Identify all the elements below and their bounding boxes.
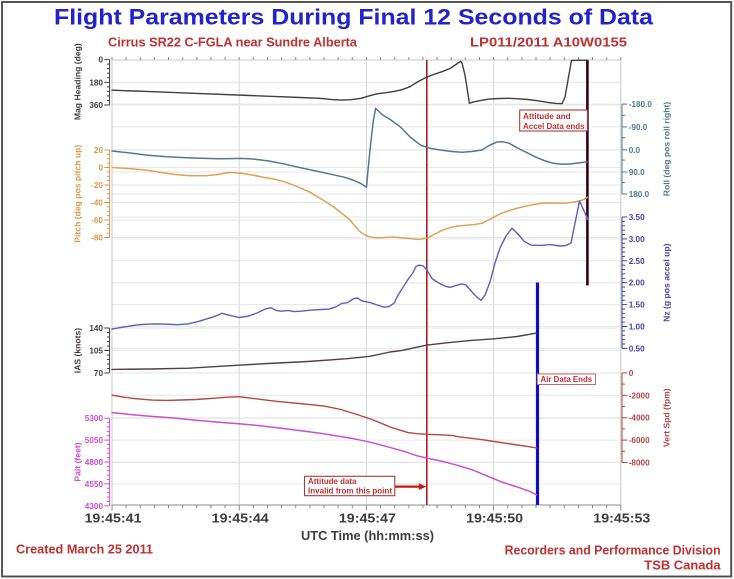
svg-text:Flight Parameters During Final: Flight Parameters During Final 12 Second… — [54, 5, 654, 30]
svg-text:90.0: 90.0 — [629, 168, 645, 177]
svg-text:Cirrus SR22 C-FGLA near Sundre: Cirrus SR22 C-FGLA near Sundre Alberta — [108, 35, 358, 50]
svg-text:-8000: -8000 — [629, 459, 650, 468]
svg-text:-90.0: -90.0 — [629, 123, 648, 132]
svg-text:1.50: 1.50 — [629, 301, 645, 310]
svg-text:19:45:53: 19:45:53 — [593, 510, 650, 525]
svg-text:Recorders and Performance Divi: Recorders and Performance Division — [505, 543, 721, 558]
svg-text:2.50: 2.50 — [629, 257, 645, 266]
svg-text:180: 180 — [89, 78, 103, 87]
svg-text:UTC Time (hh:mm:ss): UTC Time (hh:mm:ss) — [301, 528, 434, 543]
svg-text:Attitude data: Attitude data — [308, 477, 357, 486]
svg-text:-4000: -4000 — [629, 414, 650, 423]
svg-text:5050: 5050 — [85, 436, 104, 445]
svg-text:105: 105 — [89, 347, 103, 356]
svg-text:-180.0: -180.0 — [629, 100, 653, 109]
svg-text:Attitude and: Attitude and — [523, 112, 571, 121]
svg-text:-6000: -6000 — [629, 436, 650, 445]
svg-text:4300: 4300 — [85, 502, 104, 511]
svg-text:Pitch (deg pos pitch up): Pitch (deg pos pitch up) — [73, 145, 83, 243]
svg-text:70: 70 — [94, 369, 104, 378]
svg-text:2.00: 2.00 — [629, 279, 645, 288]
svg-text:0.0: 0.0 — [629, 146, 641, 155]
svg-text:Palt (feet): Palt (feet) — [73, 442, 83, 481]
svg-text:Air Data Ends: Air Data Ends — [541, 375, 593, 384]
svg-text:19:45:44: 19:45:44 — [212, 510, 270, 525]
svg-text:IAS (knots): IAS (knots) — [73, 328, 83, 373]
svg-text:20: 20 — [94, 146, 104, 155]
svg-text:0: 0 — [98, 56, 103, 65]
svg-text:TSB Canada: TSB Canada — [644, 558, 721, 573]
svg-text:Created March 25 2011: Created March 25 2011 — [16, 542, 153, 557]
svg-text:5300: 5300 — [85, 414, 104, 423]
svg-text:-60: -60 — [91, 216, 103, 225]
svg-text:-2000: -2000 — [629, 391, 650, 400]
svg-text:Accel Data ends: Accel Data ends — [523, 122, 585, 131]
svg-text:Roll (deg pos roll right): Roll (deg pos roll right) — [662, 102, 672, 197]
svg-text:19:45:50: 19:45:50 — [466, 510, 523, 525]
svg-text:3.00: 3.00 — [629, 235, 645, 244]
svg-text:Invalid from this point: Invalid from this point — [308, 487, 392, 496]
svg-text:0: 0 — [629, 369, 634, 378]
svg-text:LP011/2011 A10W0155: LP011/2011 A10W0155 — [470, 35, 627, 50]
svg-text:4550: 4550 — [85, 480, 104, 489]
svg-text:0.50: 0.50 — [629, 344, 645, 353]
svg-text:Vert Spd (fpm): Vert Spd (fpm) — [662, 388, 672, 447]
svg-text:180.0: 180.0 — [629, 190, 650, 199]
svg-text:1.00: 1.00 — [629, 323, 645, 332]
svg-text:19:45:47: 19:45:47 — [339, 510, 396, 525]
svg-text:3.50: 3.50 — [629, 213, 645, 222]
svg-text:140: 140 — [89, 324, 103, 333]
svg-text:4800: 4800 — [85, 458, 104, 467]
svg-text:-80: -80 — [91, 234, 103, 243]
svg-text:19:45:41: 19:45:41 — [85, 510, 142, 525]
svg-text:360: 360 — [89, 101, 103, 110]
svg-text:-20: -20 — [91, 181, 103, 190]
svg-text:-40: -40 — [91, 199, 103, 208]
svg-text:0: 0 — [98, 164, 103, 173]
svg-text:Mag Heading (deg): Mag Heading (deg) — [73, 43, 83, 120]
svg-text:Nz (g pos accel up): Nz (g pos accel up) — [662, 243, 672, 321]
